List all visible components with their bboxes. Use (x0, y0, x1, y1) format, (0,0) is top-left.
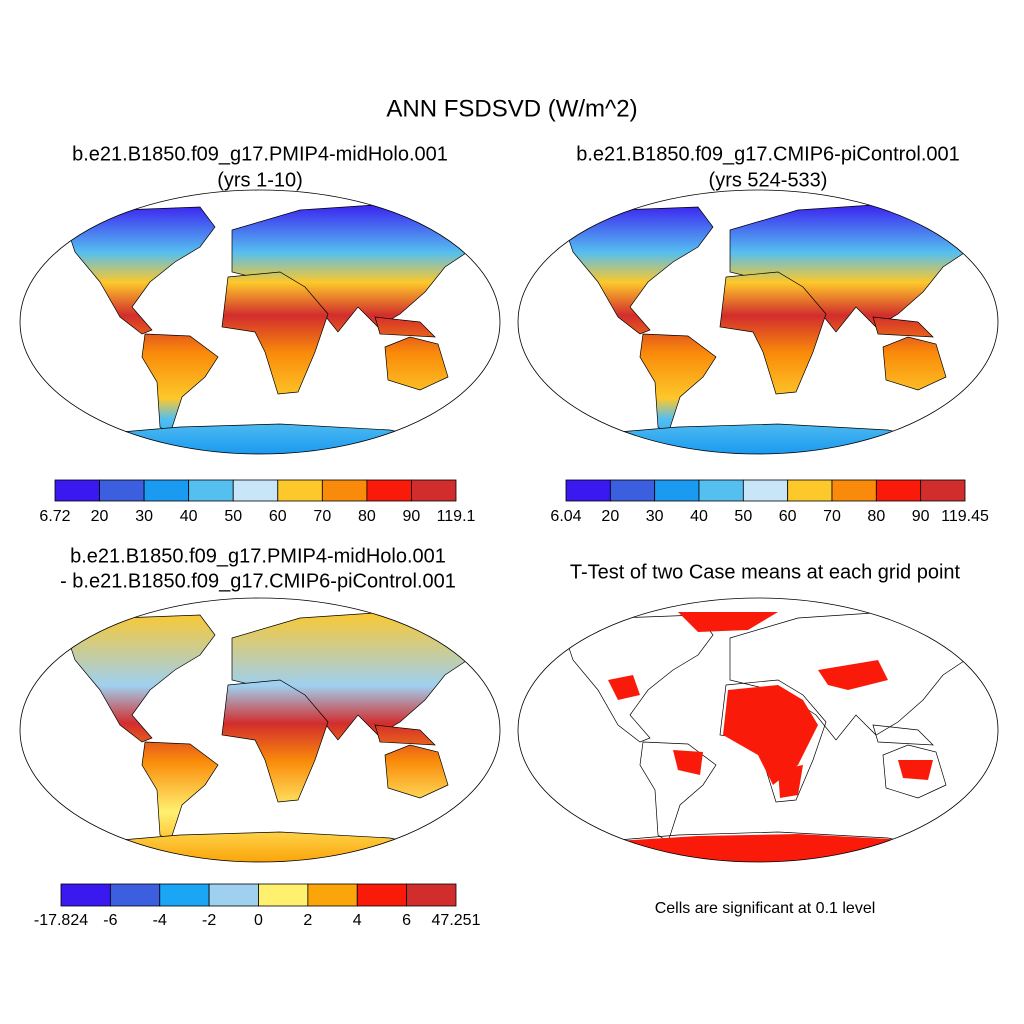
colorbar-label: 30 (135, 508, 153, 525)
figure-title: ANN FSDSVD (W/m^2) (386, 95, 637, 122)
colorbar-label: 70 (313, 508, 331, 525)
map-panel-2 (517, 189, 999, 455)
colorbar-label: 0 (254, 912, 263, 929)
colorbar-label: 6 (402, 912, 411, 929)
panel-title: - b.e21.B1850.f09_g17.CMIP6-piControl.00… (60, 570, 456, 592)
colorbar-box (307, 883, 358, 907)
colorbar-box (787, 479, 833, 502)
colorbar-box (920, 479, 966, 502)
colorbar-box (565, 479, 611, 502)
colorbar-label: -6 (103, 912, 117, 929)
colorbar-box (698, 479, 744, 502)
colorbar-box (831, 479, 877, 502)
colorbar-box (406, 883, 457, 907)
colorbar-box (366, 479, 412, 502)
colorbar-label: 90 (403, 508, 421, 525)
colorbar-label: 90 (912, 508, 930, 525)
colorbar-label: 50 (224, 508, 242, 525)
panel-title: b.e21.B1850.f09_g17.CMIP6-piControl.001 (576, 143, 960, 165)
colorbar-label: 50 (734, 508, 752, 525)
colorbar-box (654, 479, 700, 502)
colorbar-box (99, 479, 145, 502)
panel-title: (yrs 524-533) (709, 169, 828, 191)
colorbar-label: 60 (779, 508, 797, 525)
colorbar-box (109, 883, 161, 907)
colorbar-label: 80 (358, 508, 376, 525)
colorbar-label: 119.45 (941, 508, 989, 525)
panel-title: b.e21.B1850.f09_g17.PMIP4-midHolo.001 (70, 545, 446, 567)
panel-title: (yrs 1-10) (217, 169, 303, 191)
colorbar-label: 20 (601, 508, 619, 525)
colorbar-box (143, 479, 190, 502)
colorbar-box (232, 479, 279, 502)
colorbar-box (609, 479, 656, 502)
colorbar-box (356, 883, 408, 907)
panel-title: b.e21.B1850.f09_g17.PMIP4-midHolo.001 (72, 143, 448, 165)
colorbar-label: 40 (690, 508, 708, 525)
colorbar-label: 40 (180, 508, 198, 525)
colorbar-box (875, 479, 922, 502)
colorbar-box (277, 479, 323, 502)
colorbar-label: 60 (269, 508, 287, 525)
colorbar-label: -17.824 (34, 912, 88, 929)
colorbar-label: 2 (303, 912, 312, 929)
colorbar-box (258, 883, 309, 907)
colorbar-box (742, 479, 789, 502)
colorbar-label: 80 (867, 508, 885, 525)
colorbar-box (321, 479, 368, 502)
map-panel-1 (19, 189, 501, 455)
colorbar-label: 119.1 (437, 508, 476, 525)
colorbar-label: 4 (353, 912, 362, 929)
colorbar-box (54, 479, 100, 502)
colorbar-box (208, 883, 259, 907)
colorbar-box (159, 883, 210, 907)
map-panel-4 (517, 597, 999, 863)
colorbar-label: -2 (202, 912, 216, 929)
colorbar-box (188, 479, 234, 502)
panel-note: Cells are significant at 0.1 level (655, 900, 876, 917)
colorbar-label: 47.251 (432, 912, 481, 929)
panel-title: T-Test of two Case means at each grid po… (570, 561, 961, 583)
colorbar-label: 6.04 (550, 508, 581, 525)
colorbar-label: 6.72 (39, 508, 70, 525)
colorbar-label: 30 (646, 508, 664, 525)
colorbar-box (411, 479, 457, 502)
colorbar-label: 70 (823, 508, 841, 525)
colorbar-label: -4 (153, 912, 167, 929)
map-panel-3 (19, 597, 501, 863)
colorbar-label: 20 (91, 508, 109, 525)
colorbar-box (60, 883, 111, 907)
